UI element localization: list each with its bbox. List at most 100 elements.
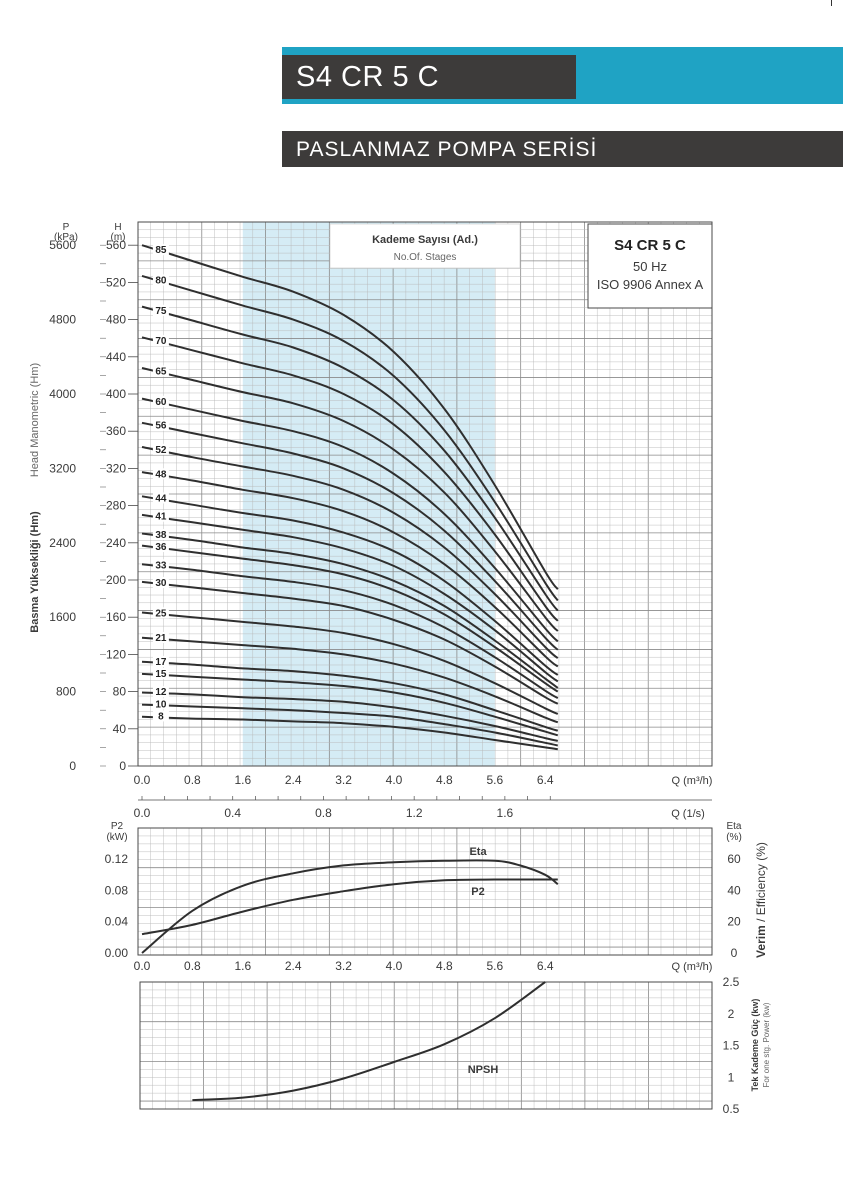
- power-x-label: Q (m³/h): [672, 961, 713, 973]
- head-curve-48: [141, 471, 559, 668]
- secondary-x-label: Q (1/s): [671, 808, 705, 820]
- head-curve-56: [141, 421, 559, 651]
- eta-tick: 20: [727, 915, 741, 929]
- head-tick-h: 520: [106, 275, 126, 289]
- stage-label-bg: [152, 710, 169, 722]
- head-axis-unit-p: (kPa): [54, 232, 78, 243]
- efficiency-side-label-part: Efficiency: [754, 864, 768, 915]
- stage-label-bg: [152, 541, 169, 553]
- head-curve-75: [141, 305, 559, 612]
- model-title: S4 CR 5 C: [282, 55, 576, 99]
- secondary-x-tick: 0.0: [134, 806, 151, 820]
- head-x-tick: 6.4: [537, 773, 554, 787]
- stage-label-36: 36: [155, 542, 167, 553]
- stage-label-bg: [152, 335, 169, 347]
- head-x-tick: 3.2: [335, 773, 352, 787]
- stage-label-80: 80: [155, 275, 167, 286]
- head-axis-title-p: P: [63, 222, 70, 233]
- stage-label-bg: [152, 667, 169, 679]
- stage-label-21: 21: [155, 633, 167, 644]
- head-x-tick: 4.0: [386, 773, 403, 787]
- series-title: PASLANMAZ POMPA SERİSİ: [282, 131, 843, 167]
- stage-label-17: 17: [155, 657, 167, 668]
- head-curve-85: [141, 244, 559, 590]
- stages-legend-box: [329, 223, 521, 269]
- model-info-box: [587, 223, 713, 309]
- power-x-tick: 0.0: [134, 959, 151, 973]
- stage-label-bg: [152, 419, 169, 431]
- efficiency-side-label-part: (%): [754, 842, 768, 864]
- p2-axis-unit: (kW): [106, 832, 127, 843]
- head-curve-38: [141, 532, 559, 689]
- head-side-label-en: Head Manometric (Hm): [29, 363, 41, 477]
- head-curve-44: [141, 495, 559, 676]
- head-tick-p: 800: [56, 685, 76, 699]
- plot-frame: [137, 221, 713, 767]
- stage-label-41: 41: [155, 512, 167, 523]
- eta-tick: 0: [731, 946, 738, 960]
- stage-label-bg: [152, 304, 169, 316]
- npsh-tick: 0.5: [723, 1102, 740, 1116]
- head-tick-h: 320: [106, 461, 126, 475]
- head-curve-52: [141, 446, 559, 659]
- head-curve-12: [141, 691, 559, 742]
- efficiency-side-label: Verim / Efficiency (%): [754, 842, 768, 958]
- power-x-tick: 4.8: [436, 959, 453, 973]
- eta-curve-label: Eta: [469, 846, 487, 858]
- head-curve-60: [141, 397, 559, 643]
- stage-label-10: 10: [155, 699, 167, 710]
- power-x-tick: 0.8: [184, 959, 201, 973]
- page-corner-mark: [831, 0, 832, 6]
- stage-label-38: 38: [155, 530, 167, 541]
- head-tick-h: 560: [106, 238, 126, 252]
- head-tick-h: 200: [106, 573, 126, 587]
- stage-label-bg: [152, 686, 169, 698]
- stage-label-bg: [152, 528, 169, 540]
- stage-label-60: 60: [155, 397, 167, 408]
- stage-label-bg: [152, 365, 169, 377]
- p2-tick: 0.08: [105, 883, 129, 897]
- stage-label-15: 15: [155, 669, 167, 680]
- head-grid: [137, 221, 713, 767]
- stage-label-85: 85: [155, 245, 167, 256]
- head-tick-h: 80: [113, 685, 127, 699]
- power-x-tick: 1.6: [234, 959, 251, 973]
- head-tick-h: 0: [119, 759, 126, 773]
- head-tick-p: 1600: [49, 610, 76, 624]
- head-tick-h: 120: [106, 647, 126, 661]
- npsh-side-label-en: For one stg. Power (kw): [762, 1002, 771, 1087]
- head-x-tick: 0.0: [134, 773, 151, 787]
- stage-label-bg: [152, 510, 169, 522]
- stage-label-25: 25: [155, 608, 167, 619]
- npsh-tick: 2.5: [723, 975, 740, 989]
- efficiency-side-label-part: /: [754, 915, 768, 925]
- head-tick-h: 160: [106, 610, 126, 624]
- plot-frame: [137, 827, 713, 956]
- model-box-frequency: 50 Hz: [633, 259, 667, 274]
- head-axis-unit-h: (m): [111, 232, 126, 243]
- head-x-tick: 0.8: [184, 773, 201, 787]
- stage-label-bg: [152, 244, 169, 256]
- head-tick-p: 4000: [49, 387, 76, 401]
- eta-curve: [141, 859, 559, 954]
- p2-tick: 0.12: [105, 852, 129, 866]
- npsh-tick: 1: [728, 1070, 735, 1084]
- head-x-tick: 4.8: [436, 773, 453, 787]
- npsh-tick: 2: [728, 1007, 735, 1021]
- stage-label-8: 8: [158, 711, 164, 722]
- stage-label-bg: [152, 576, 169, 588]
- head-curve-17: [141, 660, 559, 732]
- power-grid: [137, 827, 713, 956]
- head-tick-p: 5600: [49, 238, 76, 252]
- stage-label-bg: [152, 468, 169, 480]
- stage-label-48: 48: [155, 469, 167, 480]
- stage-label-12: 12: [155, 687, 167, 698]
- head-curve-10: [141, 703, 558, 747]
- stage-label-65: 65: [155, 366, 167, 377]
- stage-label-52: 52: [155, 445, 167, 456]
- plot-frame: [139, 981, 713, 1110]
- power-x-tick: 5.6: [486, 959, 503, 973]
- stage-label-bg: [152, 395, 169, 407]
- secondary-x-tick: 1.2: [406, 806, 423, 820]
